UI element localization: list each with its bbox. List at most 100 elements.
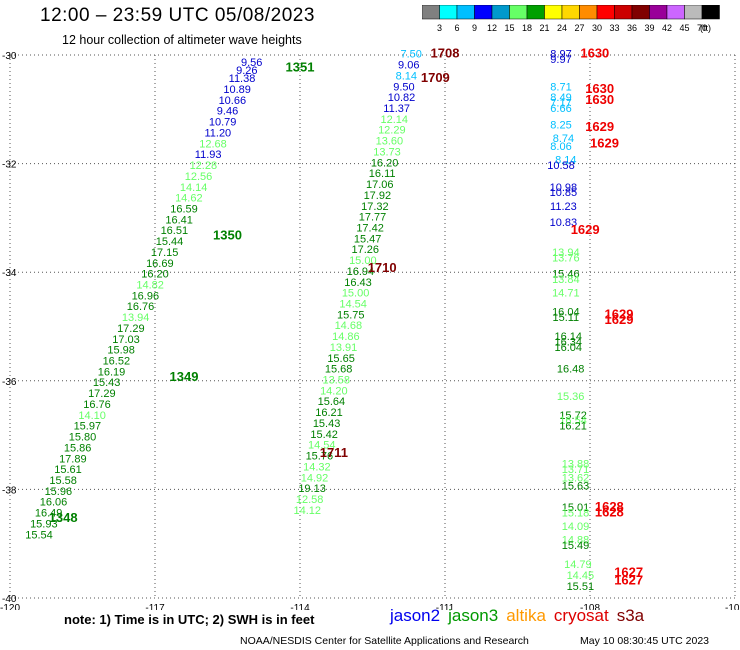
pass-time-label: 1709 (421, 70, 450, 85)
wave-height-value: 16.94 (347, 266, 375, 278)
color-scale-label: 24 (557, 23, 567, 33)
wave-height-value: 11.93 (195, 149, 222, 161)
wave-height-value: 15.97 (74, 421, 102, 433)
pass-time-label: 1351 (286, 59, 315, 74)
y-tick-label: -32 (2, 160, 17, 171)
wave-height-value: 6.66 (550, 103, 571, 115)
wave-height-value: 16.76 (83, 399, 111, 411)
wave-height-value: 15.43 (313, 418, 341, 430)
wave-height-value: 14.09 (562, 521, 590, 533)
color-scale-label: 3 (437, 23, 442, 33)
wave-height-value: 15.18 (562, 508, 590, 520)
wave-height-value: 16.19 (98, 366, 126, 378)
wave-height-value: 17.03 (112, 334, 140, 346)
color-swatch (701, 5, 720, 20)
wave-height-value: 15.65 (327, 353, 355, 365)
color-scale-label: 33 (609, 23, 619, 33)
wave-height-value: 9.50 (393, 81, 414, 93)
wave-height-value: 10.82 (388, 92, 416, 104)
wave-height-value: 16.76 (127, 301, 155, 313)
pass-time-label: 1630 (585, 81, 614, 96)
y-tick-label: -34 (2, 268, 17, 279)
wave-height-value: 14.71 (552, 288, 580, 300)
wave-height-value: 17.15 (151, 247, 179, 259)
wave-height-value: 16.04 (552, 307, 580, 319)
wave-height-value: 15.93 (30, 518, 58, 530)
wave-height-value: 16.48 (557, 364, 585, 376)
legend-entry-s3a: s3a (616, 606, 645, 625)
wave-height-value: 12.56 (185, 171, 213, 183)
wave-height-value: 14.86 (332, 331, 360, 343)
wave-height-value: 12.58 (296, 494, 324, 506)
wave-height-value: 15.01 (562, 502, 590, 514)
wave-height-value: 15.00 (349, 255, 377, 267)
wave-height-value: 11.20 (204, 127, 231, 139)
color-scale-label: 30 (592, 23, 602, 33)
wave-height-value: 14.54 (308, 440, 336, 452)
wave-height-value: 16.41 (165, 214, 193, 226)
wave-height-value: 16.69 (146, 258, 174, 270)
wave-height-value: 13.94 (552, 247, 580, 259)
wave-height-value: 17.32 (361, 201, 389, 213)
wave-height-value: 13.91 (330, 342, 358, 354)
wave-height-value: 13.88 (562, 459, 590, 471)
wave-height-value: 16.52 (103, 356, 131, 368)
wave-height-value: 8.74 (553, 133, 574, 145)
wave-height-value: 9.46 (217, 106, 238, 118)
pass-time-label: 1628 (595, 505, 624, 520)
wave-height-value: 16.20 (141, 269, 169, 281)
pass-time-label: 1348 (49, 510, 78, 525)
wave-height-value: 11.37 (383, 103, 410, 115)
pass-time-label: 1630 (585, 92, 614, 107)
wave-height-value: 16.04 (554, 342, 582, 354)
wave-height-value: 15.47 (354, 233, 382, 245)
color-scale-unit: (ft) (700, 23, 711, 33)
wave-height-value: 15.43 (93, 377, 121, 389)
wave-height-value: 15.42 (310, 429, 338, 441)
wave-height-value: 14.10 (78, 410, 106, 422)
wave-height-value: 10.83 (550, 217, 578, 229)
color-scale-label: 27 (574, 23, 584, 33)
wave-height-value: 15.86 (64, 442, 92, 454)
generated-timestamp: May 10 08:30:45 UTC 2023 (580, 635, 709, 647)
credit-line: NOAA/NESDIS Center for Satellite Applica… (240, 635, 529, 647)
wave-height-value: 13.71 (562, 464, 590, 476)
wave-height-value: 11.38 (229, 73, 256, 85)
wave-height-value: 14.92 (301, 472, 329, 484)
y-tick-label: -36 (2, 377, 17, 388)
wave-height-value: 15.58 (49, 475, 77, 487)
wave-height-value: 7.50 (400, 49, 421, 61)
wave-height-value: 16.43 (344, 277, 372, 289)
wave-height-value: 10.79 (209, 117, 237, 129)
wave-height-value: 10.66 (219, 95, 247, 107)
wave-height-value: 16.49 (35, 508, 63, 520)
color-scale-label: 6 (454, 23, 459, 33)
wave-height-value: 8.06 (550, 141, 571, 153)
wave-height-value: 16.54 (559, 415, 587, 427)
chart-title: 12:00 – 23:59 UTC 05/08/2023 (40, 5, 315, 26)
wave-height-value: 14.88 (562, 535, 590, 547)
color-scale-label: 42 (662, 23, 672, 33)
pass-time-label: 1349 (170, 369, 199, 384)
wave-height-value: 10.85 (550, 187, 578, 199)
wave-height-value: 13.76 (552, 252, 580, 264)
wave-height-value: 15.46 (552, 269, 580, 281)
wave-height-value: 13.73 (373, 146, 401, 158)
wave-height-value: 16.11 (369, 168, 396, 180)
wave-height-value: 12.29 (378, 125, 406, 137)
wave-height-map: -120 -117 -114 -111 -108 -105 -30 -32 -34 -36 -38 -… (0, 46, 740, 610)
pass-time-label: 1627 (614, 564, 643, 579)
x-tick-label: -105 (725, 603, 740, 610)
wave-height-value: 12.14 (380, 114, 408, 126)
wave-height-value: 16.14 (554, 331, 582, 343)
legend-entry-altika: altika (506, 606, 546, 625)
wave-height-value: 14.32 (303, 461, 331, 473)
wave-height-value: 16.34 (554, 337, 582, 349)
color-scale-label: 36 (627, 23, 637, 33)
wave-height-value: 13.58 (322, 375, 350, 387)
x-tick-label: -114 (290, 603, 310, 610)
legend-entry-jason2: jason2 (390, 606, 441, 625)
wave-height-value: 12.28 (190, 160, 218, 172)
wave-height-value: 19.13 (298, 483, 326, 495)
wave-height-value: 15.00 (342, 288, 370, 300)
